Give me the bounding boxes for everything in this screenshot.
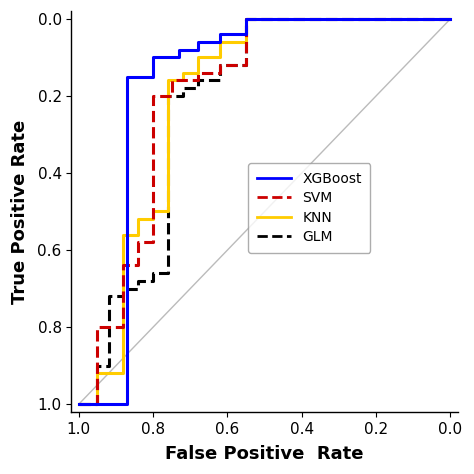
Y-axis label: True Positive Rate: True Positive Rate — [11, 119, 29, 304]
Legend: XGBoost, SVM, KNN, GLM: XGBoost, SVM, KNN, GLM — [248, 163, 370, 253]
X-axis label: False Positive  Rate: False Positive Rate — [165, 445, 364, 463]
